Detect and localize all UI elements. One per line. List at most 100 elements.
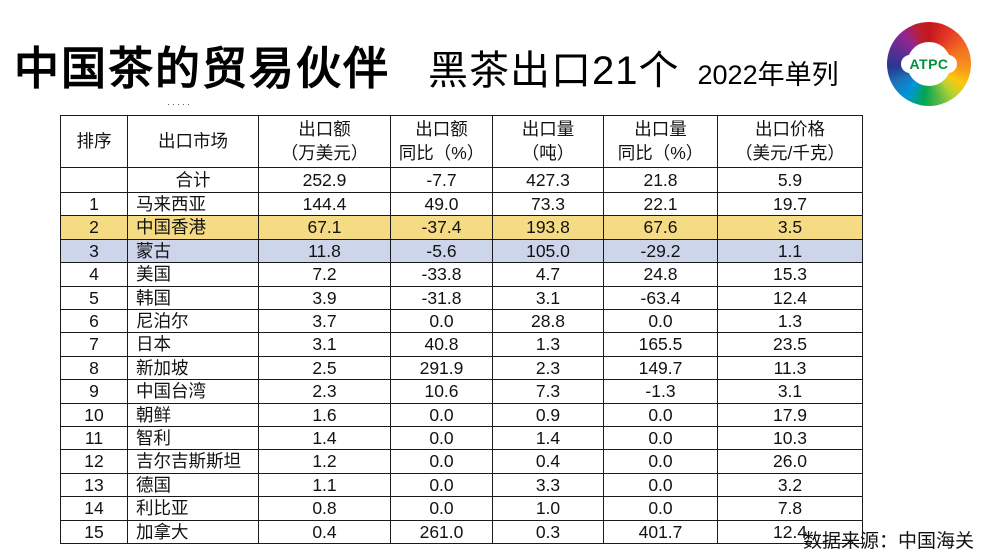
cell-rank: 7	[60, 332, 128, 357]
cell-rank: 15	[60, 519, 128, 545]
table-row: 14 利比亚 0.8 0.0 1.0 0.0 7.8	[60, 496, 863, 521]
cell-market: 智利	[127, 426, 259, 451]
cell-value: 3.5	[717, 215, 863, 240]
cell-value: 0.9	[492, 402, 604, 428]
cell-value: -37.4	[390, 215, 493, 240]
cell-value: 0.3	[492, 519, 604, 545]
table-row: 11 智利 1.4 0.0 1.4 0.0 10.3	[60, 426, 863, 451]
cell-rank: 13	[60, 472, 128, 498]
cell-rank: 10	[60, 402, 128, 428]
cell-value: 10.3	[717, 426, 863, 451]
cell-rank: 14	[60, 496, 128, 521]
cell-value: 19.7	[717, 191, 863, 217]
cell-market: 新加坡	[127, 355, 259, 381]
cell-value: 149.7	[603, 355, 718, 381]
cell-value: 3.1	[258, 332, 391, 357]
cell-value: 0.0	[390, 426, 493, 451]
table-row: 10 朝鲜 1.6 0.0 0.9 0.0 17.9	[60, 402, 863, 428]
cell-value: 4.7	[492, 262, 604, 287]
cell-rank: 6	[60, 309, 128, 334]
table-row: 2 中国香港 67.1 -37.4 193.8 67.6 3.5	[60, 215, 863, 240]
column-header: 出口市场	[127, 115, 259, 168]
column-header: 出口额 （万美元）	[258, 115, 391, 168]
cell-value: 73.3	[492, 191, 604, 217]
table-row: 合计 252.9 -7.7 427.3 21.8 5.9	[60, 167, 863, 193]
cell-value: 3.2	[717, 472, 863, 498]
cell-value: 0.0	[390, 402, 493, 428]
cell-value: 1.1	[258, 472, 391, 498]
title-block: 中国茶的贸易伙伴 黑茶出口21个 2022年单列	[14, 32, 839, 97]
cell-value: 12.4	[717, 285, 863, 311]
cell-value: 0.0	[390, 472, 493, 498]
cell-value: -5.6	[390, 238, 493, 264]
table-row: 5 韩国 3.9 -31.8 3.1 -63.4 12.4	[60, 285, 863, 311]
cell-value: 252.9	[258, 167, 391, 193]
cell-market: 吉尔吉斯斯坦	[127, 449, 259, 474]
cell-value: -63.4	[603, 285, 718, 311]
cell-value: 5.9	[717, 167, 863, 193]
cell-value: 24.8	[603, 262, 718, 287]
cell-value: 23.5	[717, 332, 863, 357]
cell-rank: 4	[60, 262, 128, 287]
cell-value: 193.8	[492, 215, 604, 240]
cell-value: 401.7	[603, 519, 718, 545]
cell-value: 22.1	[603, 191, 718, 217]
column-header: 排序	[60, 115, 128, 168]
cell-rank: 3	[60, 238, 128, 264]
logo-label: ATPC	[901, 55, 957, 73]
cell-value: 3.3	[492, 472, 604, 498]
cell-market: 马来西亚	[127, 191, 259, 217]
cell-value: 427.3	[492, 167, 604, 193]
cell-value: 1.6	[258, 402, 391, 428]
cell-market: 利比亚	[127, 496, 259, 521]
cell-value: 7.3	[492, 379, 604, 404]
cell-value: -1.3	[603, 379, 718, 404]
cell-market: 加拿大	[127, 519, 259, 545]
column-header: 出口量 （吨）	[492, 115, 604, 168]
cell-value: 12.4	[717, 519, 863, 545]
cell-value: -7.7	[390, 167, 493, 193]
cell-market: 日本	[127, 332, 259, 357]
cell-rank: 11	[60, 426, 128, 451]
cell-value: 0.0	[603, 472, 718, 498]
data-source: 数据来源：中国海关	[802, 531, 974, 552]
cell-value: 49.0	[390, 191, 493, 217]
cell-value: 2.3	[258, 379, 391, 404]
trade-table: 排序 出口市场 出口额 （万美元） 出口额 同比（%） 出口量 （吨） 出口量 同比（%） 出口价格…	[60, 115, 863, 545]
page-title-note: 2022年单列	[697, 60, 839, 90]
cell-value: 0.4	[492, 449, 604, 474]
cell-rank: 9	[60, 379, 128, 404]
cell-rank: 1	[60, 191, 128, 217]
cell-value: 0.0	[603, 449, 718, 474]
page-subtitle: 黑茶出口21个	[428, 49, 680, 93]
cell-rank: 5	[60, 285, 128, 311]
cell-value: 0.0	[390, 309, 493, 334]
cropped-text-artifact: ·····	[167, 100, 192, 109]
cell-value: 1.2	[258, 449, 391, 474]
cell-market: 德国	[127, 472, 259, 498]
table-row: 9 中国台湾 2.3 10.6 7.3 -1.3 3.1	[60, 379, 863, 404]
cell-value: -33.8	[390, 262, 493, 287]
cell-value: 21.8	[603, 167, 718, 193]
cell-value: 17.9	[717, 402, 863, 428]
column-header: 出口量 同比（%）	[603, 115, 718, 168]
cell-value: 67.1	[258, 215, 391, 240]
cell-value: -31.8	[390, 285, 493, 311]
column-header: 出口价格 （美元/千克）	[717, 115, 863, 168]
header-row: 排序 出口市场 出口额 （万美元） 出口额 同比（%） 出口量 （吨） 出口量 同比（%） 出口价格…	[60, 115, 863, 168]
cell-value: 3.9	[258, 285, 391, 311]
cell-market: 尼泊尔	[127, 309, 259, 334]
cell-value: 7.8	[717, 496, 863, 521]
page-title: 中国茶的贸易伙伴	[14, 43, 391, 94]
cell-value: 0.0	[603, 426, 718, 451]
cell-value: 7.2	[258, 262, 391, 287]
cell-value: 11.3	[717, 355, 863, 381]
cell-value: 3.7	[258, 309, 391, 334]
cell-market: 韩国	[127, 285, 259, 311]
cell-value: 26.0	[717, 449, 863, 474]
cell-value: 15.3	[717, 262, 863, 287]
table-row: 8 新加坡 2.5 291.9 2.3 149.7 11.3	[60, 355, 863, 381]
cell-value: 3.1	[492, 285, 604, 311]
cell-value: 1.4	[258, 426, 391, 451]
